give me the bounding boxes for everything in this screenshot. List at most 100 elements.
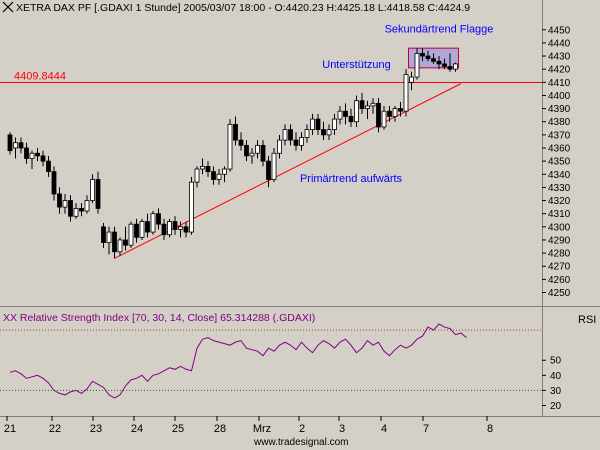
candle — [282, 124, 288, 146]
candle — [95, 171, 101, 214]
candle-body — [90, 179, 95, 201]
candle — [123, 226, 128, 251]
candle — [299, 132, 304, 151]
candle — [304, 124, 310, 143]
rsi-panel — [0, 308, 542, 415]
candle — [387, 105, 392, 122]
price-tick-label: 4290 — [548, 235, 571, 246]
candle — [117, 237, 123, 256]
candle-body — [216, 173, 222, 180]
candle-body — [398, 108, 403, 112]
price-tick-label: 4280 — [548, 249, 571, 260]
candle — [183, 221, 189, 238]
candle — [150, 211, 156, 235]
candle-body — [139, 221, 145, 238]
candle-body — [205, 165, 211, 173]
price-tick-label: 4270 — [548, 262, 571, 273]
candle — [205, 161, 211, 177]
candle — [447, 53, 453, 72]
candle-body — [95, 179, 101, 209]
candle — [436, 56, 442, 70]
candle — [172, 216, 178, 235]
candle-body — [271, 152, 277, 180]
candle — [370, 98, 376, 114]
candle — [167, 218, 172, 238]
candle-body — [392, 108, 398, 117]
time-tick-label: 24 — [131, 423, 143, 435]
candle — [84, 195, 90, 214]
rsi-axis: 50 40 30 20 — [542, 356, 562, 412]
candle — [381, 105, 387, 130]
candle-body — [123, 239, 128, 246]
time-tick-label: 3 — [339, 423, 345, 435]
candle-body — [73, 208, 79, 217]
candle-body — [7, 134, 13, 152]
candle-body — [387, 110, 392, 117]
candle-body — [304, 129, 310, 138]
annotation-primary-trend: Primärtrend aufwärts — [300, 173, 403, 185]
candle — [288, 124, 293, 146]
candle — [293, 132, 299, 151]
candle-body — [106, 231, 112, 243]
candle-body — [29, 152, 35, 159]
candle-body — [260, 144, 266, 162]
candle — [354, 95, 359, 127]
candle — [145, 213, 150, 238]
candle — [249, 147, 255, 164]
candle — [453, 62, 458, 72]
candle-body — [18, 142, 24, 149]
price-tick-label: 4450 — [548, 25, 571, 36]
candle — [315, 113, 321, 135]
candle-body — [447, 66, 453, 70]
candle — [106, 226, 112, 255]
watermark: www.tradesignal.com — [253, 437, 348, 448]
candle — [321, 121, 326, 141]
candle — [13, 137, 18, 159]
candle — [343, 103, 348, 125]
candle — [271, 147, 277, 183]
candle-body — [150, 213, 156, 233]
candle-body — [134, 223, 139, 238]
candle — [337, 105, 343, 125]
rsi-tick-label: 50 — [550, 356, 562, 367]
candle — [409, 71, 414, 91]
title-icon — [2, 1, 14, 13]
candle-body — [13, 142, 18, 149]
price-tick-label: 4310 — [548, 209, 571, 220]
rsi-axis-label: RSI — [578, 314, 596, 326]
candle-body — [420, 53, 425, 57]
candle-body — [40, 155, 46, 162]
candle-body — [211, 171, 216, 180]
candle — [7, 132, 13, 155]
candle-body — [255, 144, 260, 154]
candle-body — [310, 118, 315, 131]
candle — [222, 166, 227, 183]
candle-body — [359, 100, 365, 109]
candle-body — [227, 123, 233, 170]
price-tick-label: 4360 — [548, 143, 571, 154]
time-tick-label: 23 — [90, 423, 102, 435]
primary-trendline — [114, 83, 462, 259]
candle — [211, 166, 216, 185]
price-tick-label: 4350 — [548, 157, 571, 168]
candle — [392, 105, 398, 122]
candle-body — [156, 213, 161, 225]
candle-body — [431, 58, 436, 62]
price-tick-label: 4320 — [548, 196, 571, 207]
candle-body — [46, 160, 51, 173]
price-tick-label: 4410 — [548, 78, 571, 89]
rsi-title: XX Relative Strength Index [70, 30, 14, … — [3, 312, 315, 324]
candle — [194, 166, 200, 188]
candle-body — [442, 63, 447, 67]
candle — [189, 176, 194, 235]
candle-body — [161, 223, 167, 236]
candle — [139, 218, 145, 240]
rsi-levels — [0, 329, 542, 391]
rsi-line — [9, 323, 467, 399]
time-tick-label: 28 — [214, 423, 226, 435]
candle — [62, 193, 68, 214]
candle — [178, 221, 183, 238]
price-tick-label: 4380 — [548, 117, 571, 128]
candle-body — [200, 165, 205, 170]
candle-body — [425, 55, 431, 60]
